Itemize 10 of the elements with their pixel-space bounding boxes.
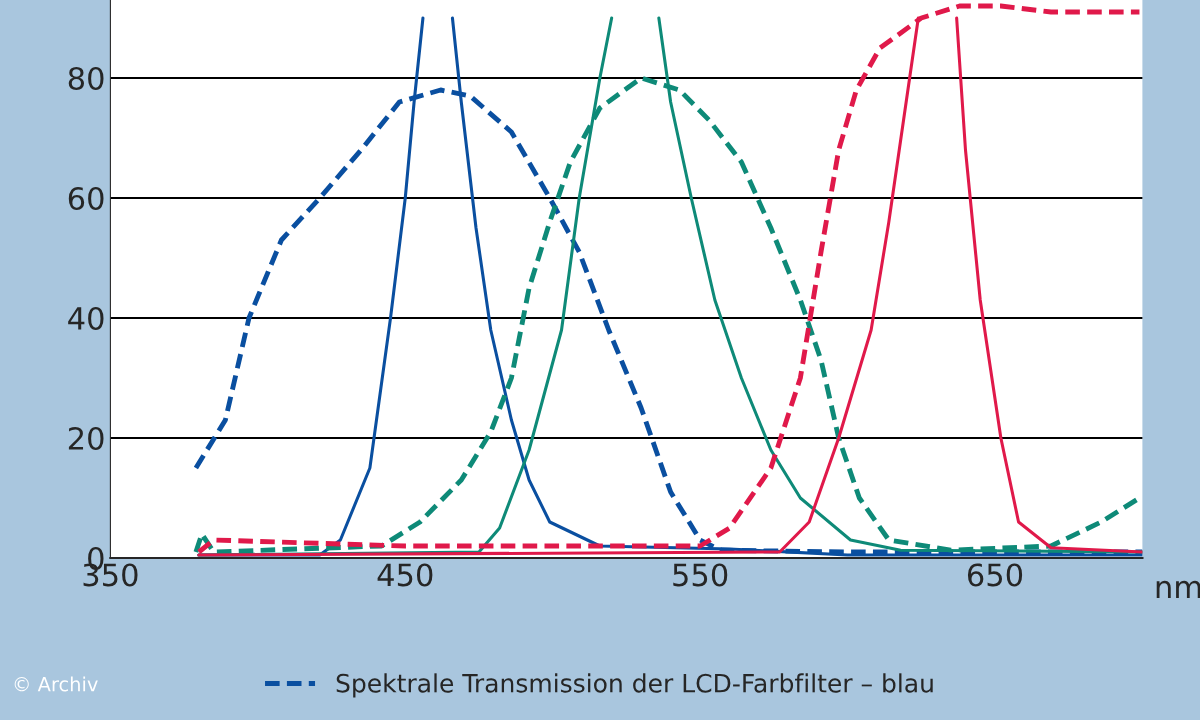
y-tick-label: 60	[68, 186, 104, 211]
legend-label: Spektrale Transmission der LCD-Farbfilter – blau	[336, 673, 933, 698]
text: © Archiv	[14, 676, 98, 692]
y-tick-label: 40	[68, 306, 104, 331]
x-tick-label: 650	[967, 563, 1023, 587]
y-tick-label: 20	[68, 426, 104, 451]
y-tick-label: 80	[68, 66, 104, 91]
x-tick-label: 550	[673, 563, 728, 587]
x-axis-title: nm	[1156, 580, 1200, 598]
x-tick-label: 450	[377, 563, 433, 587]
